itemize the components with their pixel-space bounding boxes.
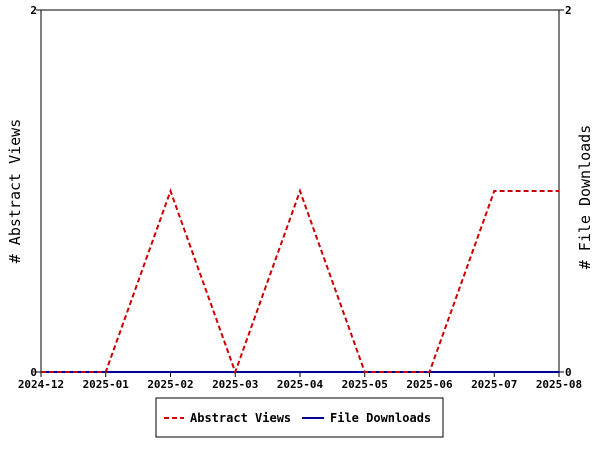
x-tick-label: 2024-12: [18, 378, 64, 391]
y2-tick-label: 0: [565, 366, 572, 379]
y-tick-label: 0: [30, 366, 37, 379]
y-axis-title: # Abstract Views: [6, 119, 24, 264]
series-line-abstract-views: [41, 188, 559, 375]
x-tick-label: 2025-06: [406, 378, 453, 391]
x-tick-label: 2025-03: [212, 378, 258, 391]
y2-tick-label: 2: [565, 4, 572, 17]
x-tick-label: 2025-07: [471, 378, 517, 391]
legend-frame: [155, 397, 444, 438]
legend-label-file-downloads: File Downloads: [330, 411, 431, 425]
x-axis-ticks: 2024-12 2025-01 2025-02 2025-03 2025-04 2025-…: [18, 372, 582, 391]
x-tick-label: 2025-08: [536, 378, 582, 391]
x-tick-label: 2025-01: [83, 378, 130, 391]
legend: Abstract Views File Downloads: [155, 397, 444, 438]
legend-label-abstract-views: Abstract Views: [190, 411, 291, 425]
x-tick-label: 2025-02: [147, 378, 193, 391]
y-axis-ticks: 0 2 0 2: [30, 4, 571, 379]
y2-axis-title: # File Downloads: [576, 125, 594, 270]
x-tick-label: 2025-04: [277, 378, 324, 391]
series-layer: [41, 188, 559, 375]
x-tick-label: 2025-05: [342, 378, 388, 391]
y-tick-label: 2: [30, 4, 37, 17]
